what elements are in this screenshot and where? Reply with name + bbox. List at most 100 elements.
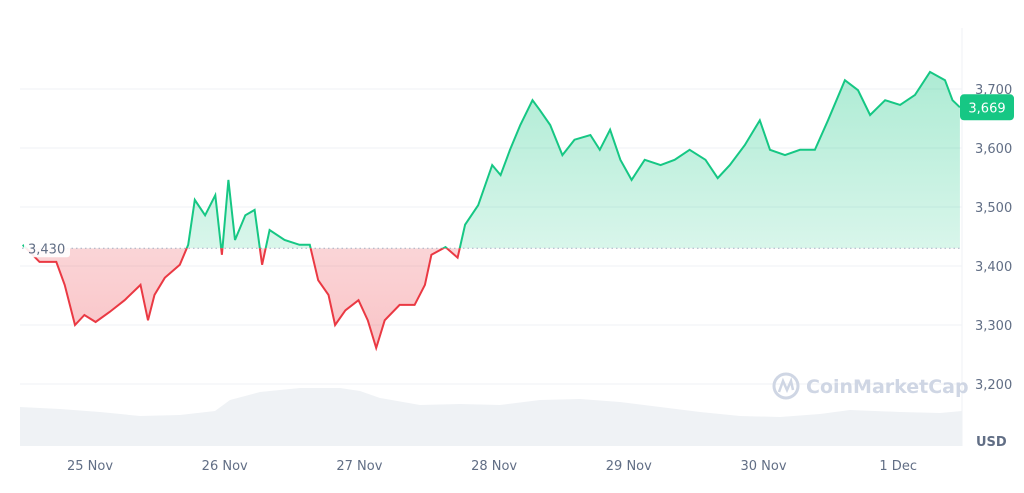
- price-line-up: [21, 70, 961, 249]
- y-tick-label: 3,200: [975, 378, 1012, 393]
- data-point: [357, 299, 360, 302]
- x-tick-label: 29 Nov: [606, 459, 652, 474]
- data-point: [63, 283, 66, 286]
- data-point: [308, 243, 311, 246]
- data-point: [643, 158, 646, 161]
- data-point: [163, 276, 166, 279]
- data-point: [74, 324, 77, 327]
- data-point: [83, 313, 86, 316]
- x-tick-label: 25 Nov: [67, 459, 113, 474]
- data-point: [704, 158, 707, 161]
- data-point: [334, 324, 337, 327]
- data-point: [499, 174, 502, 177]
- watermark-text: CoinMarketCap: [806, 376, 969, 398]
- data-point: [549, 123, 552, 126]
- data-point: [630, 178, 633, 181]
- data-point: [153, 293, 156, 296]
- data-point: [398, 303, 401, 306]
- x-tick-label: 1 Dec: [879, 459, 917, 474]
- y-tick-label: 3,700: [975, 83, 1012, 98]
- data-point: [716, 177, 719, 180]
- data-point: [220, 253, 223, 256]
- data-point: [108, 311, 111, 314]
- data-point: [344, 309, 347, 312]
- x-tick-label: 30 Nov: [740, 459, 786, 474]
- data-point: [673, 158, 676, 161]
- data-point: [538, 109, 541, 112]
- data-point: [561, 154, 564, 157]
- data-point: [589, 134, 592, 137]
- data-point: [187, 243, 190, 246]
- data-point: [383, 319, 386, 322]
- data-point: [519, 123, 522, 126]
- data-point: [827, 119, 830, 122]
- y-tick-label: 3,300: [975, 319, 1012, 334]
- data-point: [268, 229, 271, 232]
- data-point: [227, 178, 230, 181]
- data-point: [193, 198, 196, 201]
- y-axis-unit: USD: [976, 435, 1007, 450]
- area-below-baseline: [26, 248, 460, 348]
- data-point: [178, 263, 181, 266]
- data-point: [798, 148, 801, 151]
- watermark-logo: CoinMarketCap: [772, 372, 969, 400]
- data-point: [784, 154, 787, 157]
- x-tick-label: 28 Nov: [471, 459, 517, 474]
- data-point: [743, 144, 746, 147]
- data-point: [573, 138, 576, 141]
- data-point: [244, 214, 247, 217]
- baseline-label: 3,430: [24, 237, 70, 258]
- data-point: [491, 164, 494, 167]
- data-point: [233, 239, 236, 242]
- data-point: [509, 148, 512, 151]
- data-point: [214, 194, 217, 197]
- data-point: [929, 70, 932, 73]
- data-point: [619, 158, 622, 161]
- data-point: [464, 223, 467, 226]
- data-point: [869, 113, 872, 116]
- data-point: [758, 119, 761, 122]
- data-point: [769, 148, 772, 151]
- data-point: [123, 299, 126, 302]
- data-point: [914, 93, 917, 96]
- data-point: [951, 99, 954, 102]
- data-point: [298, 243, 301, 246]
- data-point: [413, 303, 416, 306]
- current-price-value: 3,669: [968, 101, 1005, 116]
- current-price-tag: 3,669: [960, 94, 1014, 121]
- data-point: [204, 214, 207, 217]
- data-point: [609, 128, 612, 131]
- data-point: [899, 103, 902, 106]
- data-point: [139, 283, 142, 286]
- data-point: [366, 319, 369, 322]
- data-point: [477, 204, 480, 207]
- data-point: [283, 239, 286, 242]
- data-point: [598, 148, 601, 151]
- data-point: [21, 243, 24, 246]
- data-point: [728, 164, 731, 167]
- data-point: [843, 79, 846, 82]
- data-point: [456, 256, 459, 259]
- y-tick-label: 3,600: [975, 142, 1012, 157]
- data-point: [856, 89, 859, 92]
- x-tick-label: 27 Nov: [336, 459, 382, 474]
- data-point: [423, 283, 426, 286]
- data-point: [688, 148, 691, 151]
- data-point: [444, 246, 447, 249]
- data-point: [94, 321, 97, 324]
- data-point: [253, 208, 256, 211]
- data-point: [375, 347, 378, 350]
- data-point: [55, 260, 58, 263]
- data-point: [813, 148, 816, 151]
- x-tick-label: 26 Nov: [202, 459, 248, 474]
- area-above-baseline: [22, 71, 960, 249]
- data-point: [884, 99, 887, 102]
- data-point: [659, 164, 662, 167]
- y-tick-label: 3,500: [975, 201, 1012, 216]
- data-point: [531, 99, 534, 102]
- baseline-value: 3,430: [28, 242, 65, 257]
- data-point: [317, 279, 320, 282]
- data-point: [327, 293, 330, 296]
- volume-area: [20, 388, 962, 446]
